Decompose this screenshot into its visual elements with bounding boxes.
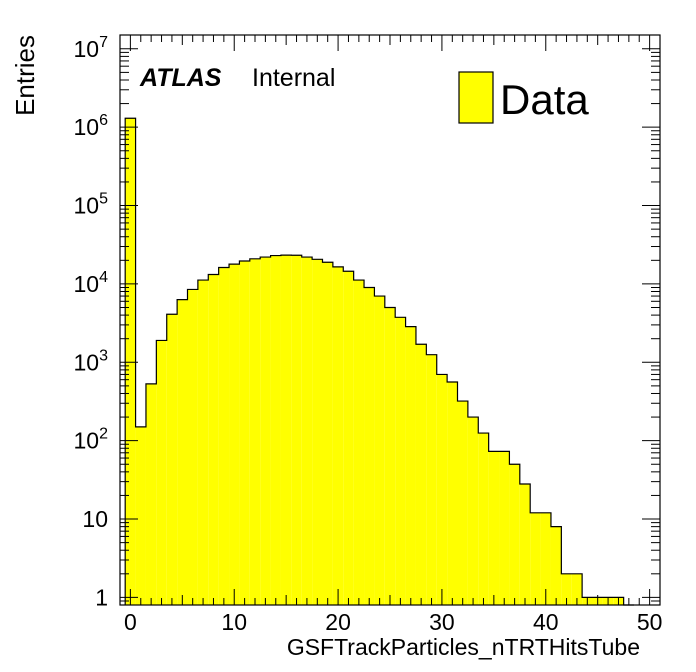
histogram-bar [312,259,323,605]
histogram-bar [125,118,136,606]
tick-labels: 0 10 20 30 40 50 1 10 102 103 104 105 106 107 [74,34,663,635]
y-tick-label: 106 [74,112,109,140]
histogram-bar [447,382,458,605]
histogram-bar [187,289,198,605]
histogram-bar [478,433,489,605]
internal-label: Internal [252,64,335,92]
histogram-bar [488,451,500,605]
y-tick-label: 103 [74,347,109,375]
histogram-outline [124,117,635,606]
histogram-bar [519,483,531,605]
histogram-bar [561,573,572,605]
y-tick-label: 102 [74,426,109,454]
y-tick-label: 10 [82,506,108,532]
histogram-bar [156,340,167,605]
atlas-label: ATLAS [139,64,222,92]
histogram-bar [405,326,416,605]
histogram-bar [467,417,479,605]
y-tick-label: 104 [74,269,109,297]
histogram-bar [550,526,562,605]
histogram-bar [322,262,333,605]
x-tick-label: 20 [325,609,351,635]
histogram-bar [343,271,354,605]
histogram-bar [291,255,302,605]
histogram-bar [229,264,240,605]
histogram-bar [270,255,281,605]
histogram-bar [145,383,157,605]
histogram-bar [530,512,541,605]
histogram-bar [457,401,468,605]
histogram-bar [384,307,396,605]
x-tick-label: 50 [637,609,663,635]
histogram-bar [374,296,385,605]
histogram-bar [364,287,375,605]
histogram-bar [177,299,188,605]
histogram-bar [509,464,520,605]
x-axis-label: GSFTrackParticles_nTRTHitsTube [287,634,640,660]
histogram-bar [353,280,365,605]
histogram-bar [197,280,209,605]
histogram-bar [426,354,437,605]
histogram-bar [540,512,551,605]
histogram-bar [239,261,250,605]
histogram-bar [415,344,427,605]
histogram-bars [124,117,635,606]
histogram-bar [301,257,313,605]
x-tick-label: 10 [221,609,247,635]
axis-ticks [119,35,661,606]
y-axis-label: Entries [10,35,40,116]
x-tick-label: 30 [429,609,455,635]
histogram-bar [571,573,583,605]
histogram-bar [395,317,406,605]
histogram-bar [260,257,271,605]
legend-swatch [458,71,494,124]
y-tick-label: 105 [74,191,109,219]
histogram-bar [499,451,510,605]
histogram-bar [436,374,448,605]
legend-label: Data [500,76,589,123]
histogram-bar [166,314,178,605]
histogram-bar [135,426,146,605]
histogram-bar [280,255,292,605]
y-tick-label: 107 [74,34,109,62]
histogram-bar [249,258,261,605]
histogram-bar [332,266,344,605]
histogram-bar [208,274,219,605]
x-tick-label: 0 [124,609,137,635]
y-tick-label: 1 [95,584,108,610]
histogram-bar [218,267,230,605]
x-tick-label: 40 [533,609,559,635]
